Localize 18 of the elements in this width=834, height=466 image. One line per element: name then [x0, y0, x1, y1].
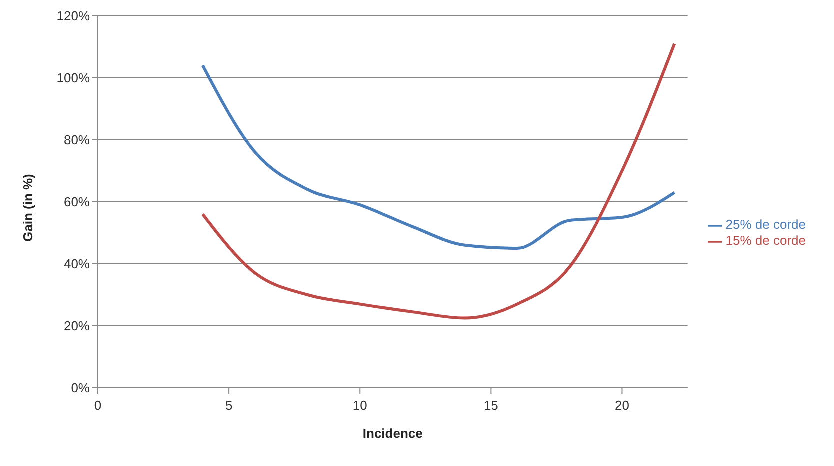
- legend-label: 15% de corde: [726, 233, 806, 248]
- y-tick-label: 40%: [64, 256, 90, 272]
- y-tick-label: 60%: [64, 194, 90, 210]
- line-series: [201, 64, 676, 250]
- line-series: [201, 42, 676, 320]
- y-axis-title: Gain (in %): [20, 174, 36, 242]
- x-tick-label: 0: [94, 398, 102, 413]
- legend-label: 25% de corde: [726, 217, 806, 232]
- y-tick-label: 0%: [71, 380, 90, 396]
- y-tick-label: 100%: [56, 70, 90, 86]
- x-tick-label: 20: [615, 398, 630, 413]
- x-tick-label: 10: [352, 398, 368, 413]
- y-tick-label: 80%: [64, 132, 90, 148]
- y-tick-label: 120%: [56, 8, 90, 24]
- x-tick-label: 15: [484, 398, 498, 413]
- x-tick-label: 5: [225, 398, 233, 413]
- x-axis-title: Incidence: [362, 426, 423, 441]
- y-tick-label: 20%: [64, 318, 90, 334]
